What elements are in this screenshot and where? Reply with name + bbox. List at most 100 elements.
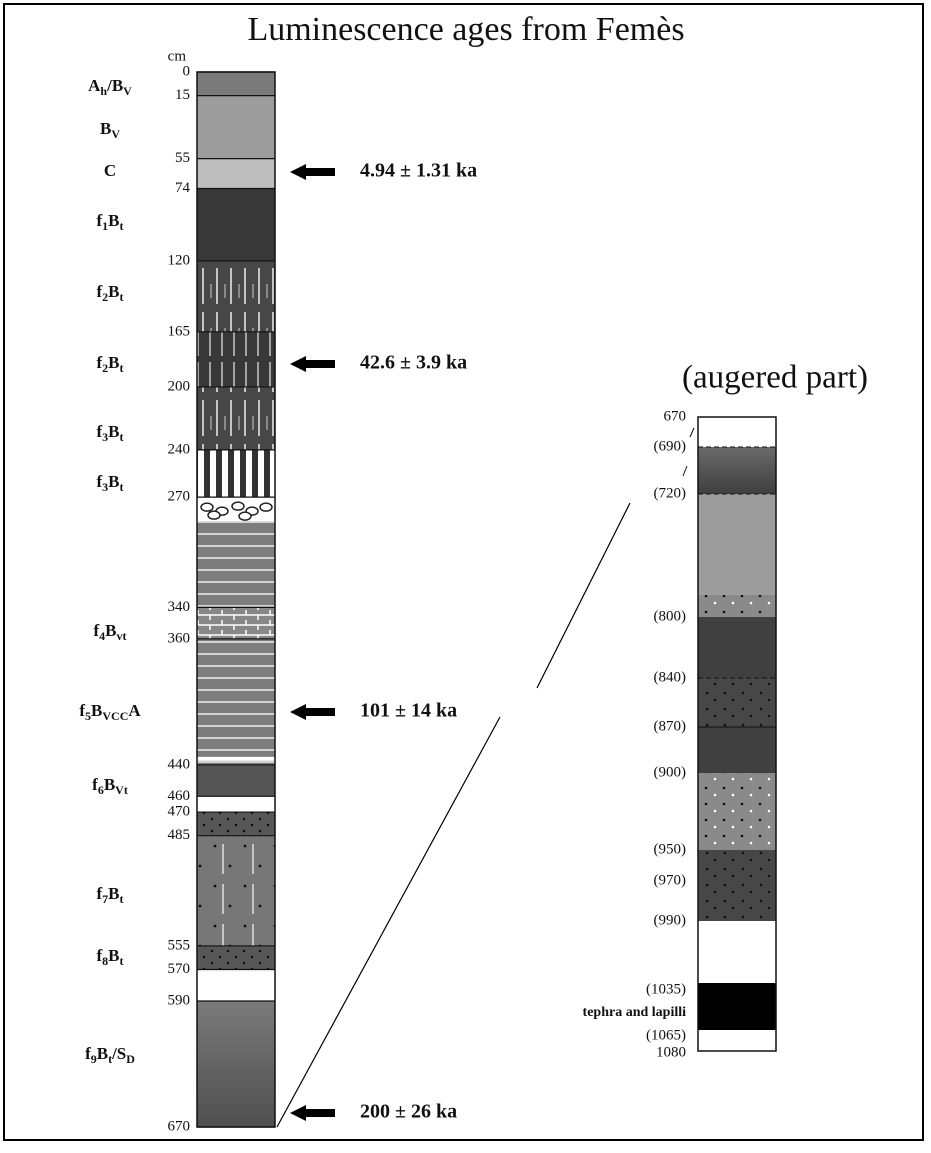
depth-label: 120 <box>168 252 191 268</box>
horizon-part: f <box>85 1044 91 1063</box>
horizon-label: f3Bt <box>96 422 123 444</box>
depth-label: 200 <box>168 378 191 394</box>
arrow <box>290 356 335 372</box>
horizon-part: f <box>93 621 99 640</box>
depth-label: 485 <box>168 827 191 843</box>
horizon-part: B <box>108 946 119 965</box>
augered-profile: 670 (690) (720) (800) (840) (870) (900) (950) (9… <box>583 408 777 1060</box>
horizon-part: f <box>92 775 98 794</box>
layer <box>698 595 776 617</box>
horizon-part: B <box>105 621 116 640</box>
depth-label: 360 <box>168 630 191 646</box>
depth-label: 165 <box>168 323 191 339</box>
pebble <box>207 510 221 520</box>
layer <box>698 1030 776 1051</box>
layer <box>698 983 776 1030</box>
horizon-part: f <box>96 884 102 903</box>
horizon-part: f <box>96 422 102 441</box>
horizon-label: f3Bt <box>96 472 123 494</box>
layer <box>197 835 275 946</box>
layer <box>197 812 275 836</box>
horizon-part: 2 <box>102 361 108 375</box>
depth-label: (1065) <box>646 1027 686 1043</box>
depth-label: (990) <box>654 912 687 928</box>
title: Luminescence ages from Femès <box>247 11 684 48</box>
horizon-part: t <box>120 892 124 906</box>
depth-label: (970) <box>654 872 687 888</box>
layer <box>197 72 275 96</box>
horizon-part: f <box>96 353 102 372</box>
horizon-part: f <box>79 701 85 720</box>
horizon-part: Vt <box>115 783 128 797</box>
depth-label: 1080 <box>656 1044 686 1060</box>
layer <box>698 447 776 494</box>
main-profile: 0155574120165200240270340360440460470485… <box>79 63 477 1134</box>
horizon-part: t <box>120 290 124 304</box>
horizon-label: f1Bt <box>96 211 123 233</box>
horizon-part: vt <box>117 629 127 643</box>
horizon-part: 7 <box>102 892 108 906</box>
horizon-part: 5 <box>85 709 91 723</box>
layer <box>197 764 275 797</box>
column-outline <box>697 416 777 1052</box>
layer <box>197 607 275 639</box>
augered-title: (augered part) <box>682 360 868 396</box>
horizon-part: t <box>120 430 124 444</box>
horizon-part: t <box>120 219 124 233</box>
horizon-label: f8Bt <box>96 946 123 968</box>
depth-label: 74 <box>175 180 191 196</box>
connector <box>536 502 631 689</box>
horizon-part: 3 <box>102 480 108 494</box>
depth-label: 0 <box>183 63 191 79</box>
horizon-label: Ah/BV <box>88 76 132 98</box>
horizon-label: BV <box>100 119 120 141</box>
layer <box>197 1001 275 1127</box>
depth-label: (870) <box>654 718 687 734</box>
horizon-part: B <box>108 353 119 372</box>
layer <box>698 678 776 727</box>
depth-label: 590 <box>168 992 191 1008</box>
horizon-label: f5BVCCA <box>79 701 141 723</box>
depth-label: 470 <box>168 804 191 820</box>
pebble <box>200 502 214 512</box>
horizon-part: 3 <box>102 430 108 444</box>
slash <box>682 465 688 477</box>
horizon-part: B <box>91 701 102 720</box>
horizon-part: 8 <box>102 954 108 968</box>
slash <box>689 427 695 438</box>
horizon-part: V <box>123 84 132 98</box>
horizon-part: f <box>96 282 102 301</box>
pebble <box>238 511 252 521</box>
layer <box>197 188 275 261</box>
depth-label: (900) <box>654 764 687 780</box>
pebble <box>259 502 273 512</box>
horizon-part: B <box>104 775 115 794</box>
depth-label: 555 <box>168 937 191 953</box>
connector <box>276 716 501 1128</box>
layer <box>197 331 275 387</box>
frame <box>3 3 924 1141</box>
depth-label: 670 <box>664 408 687 424</box>
column-outline <box>196 71 276 1128</box>
horizon-part: B <box>100 119 111 138</box>
unit-label: cm <box>168 48 187 64</box>
pebble <box>231 501 245 511</box>
layer <box>197 449 275 498</box>
horizon-part: B <box>97 1044 108 1063</box>
horizon-part: f <box>96 211 102 230</box>
horizon-part: t <box>120 480 124 494</box>
horizon-part: V <box>111 127 120 141</box>
horizon-label: C <box>104 161 116 180</box>
layer <box>197 260 275 332</box>
layer <box>197 95 275 159</box>
horizon-part: B <box>108 422 119 441</box>
depth-label: 340 <box>168 599 191 615</box>
horizon-label: f7Bt <box>96 884 123 906</box>
layer <box>197 796 275 813</box>
depth-label: 55 <box>175 150 190 166</box>
horizon-part: B <box>108 884 119 903</box>
horizon-label: f4Bvt <box>93 621 126 643</box>
layer <box>197 969 275 1002</box>
horizon-label: f6BVt <box>92 775 128 797</box>
